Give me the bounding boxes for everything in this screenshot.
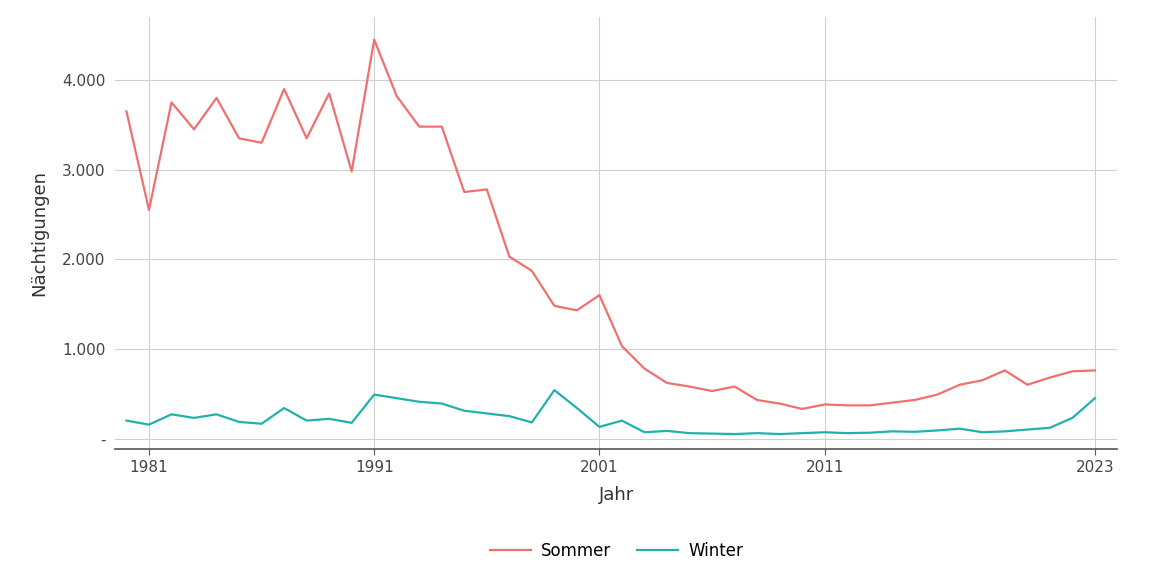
- Winter: [1087, 395, 1101, 401]
- Sommer: [233, 135, 247, 142]
- Sommer: [750, 396, 764, 403]
- Winter: [412, 399, 426, 406]
- Winter: [885, 428, 899, 435]
- Winter: [165, 411, 179, 418]
- Line: Winter: Winter: [127, 390, 1094, 434]
- Sommer: [1087, 367, 1101, 374]
- Winter: [525, 419, 539, 426]
- Winter: [480, 410, 494, 417]
- Winter: [683, 430, 697, 437]
- Winter: [908, 429, 922, 435]
- Sommer: [323, 90, 336, 97]
- Winter: [840, 430, 854, 437]
- Winter: [795, 430, 809, 437]
- Sommer: [570, 307, 584, 314]
- Winter: [300, 417, 313, 424]
- Sommer: [434, 123, 448, 130]
- Sommer: [480, 186, 494, 193]
- Sommer: [773, 400, 787, 407]
- Winter: [187, 415, 200, 422]
- Sommer: [885, 399, 899, 406]
- Winter: [389, 395, 403, 401]
- Winter: [323, 415, 336, 422]
- Winter: [570, 404, 584, 411]
- Sommer: [1021, 381, 1034, 388]
- Sommer: [1066, 368, 1079, 375]
- Line: Sommer: Sommer: [127, 40, 1094, 409]
- Winter: [592, 423, 606, 430]
- Winter: [863, 429, 877, 436]
- Sommer: [187, 126, 200, 133]
- Winter: [233, 419, 247, 426]
- Sommer: [976, 377, 990, 384]
- Winter: [255, 420, 268, 427]
- Sommer: [863, 402, 877, 409]
- Sommer: [818, 401, 832, 408]
- Legend: Sommer, Winter: Sommer, Winter: [483, 535, 750, 567]
- Sommer: [683, 383, 697, 390]
- Sommer: [931, 391, 945, 398]
- Sommer: [525, 267, 539, 274]
- Winter: [773, 431, 787, 438]
- Sommer: [255, 139, 268, 146]
- Winter: [615, 417, 629, 424]
- Sommer: [412, 123, 426, 130]
- Winter: [1066, 415, 1079, 422]
- Sommer: [502, 253, 516, 260]
- Sommer: [908, 396, 922, 403]
- Winter: [1021, 426, 1034, 433]
- Winter: [750, 430, 764, 437]
- Winter: [998, 428, 1011, 435]
- Sommer: [457, 188, 471, 195]
- Winter: [434, 400, 448, 407]
- Winter: [367, 391, 381, 398]
- Winter: [637, 429, 651, 435]
- Winter: [120, 417, 134, 424]
- Sommer: [840, 402, 854, 409]
- Sommer: [120, 108, 134, 115]
- Winter: [1043, 425, 1056, 431]
- Sommer: [389, 93, 403, 100]
- Winter: [931, 427, 945, 434]
- Sommer: [210, 94, 223, 101]
- Sommer: [660, 380, 674, 386]
- Winter: [705, 430, 719, 437]
- Sommer: [705, 388, 719, 395]
- Y-axis label: Nächtigungen: Nächtigungen: [30, 170, 48, 296]
- Winter: [278, 404, 291, 411]
- Sommer: [637, 365, 651, 372]
- Winter: [976, 429, 990, 435]
- Sommer: [592, 291, 606, 298]
- Sommer: [142, 207, 156, 214]
- Sommer: [615, 343, 629, 350]
- Sommer: [165, 99, 179, 106]
- Winter: [728, 431, 742, 438]
- Winter: [210, 411, 223, 418]
- Winter: [660, 427, 674, 434]
- Sommer: [1043, 374, 1056, 381]
- Winter: [818, 429, 832, 435]
- Sommer: [547, 302, 561, 309]
- Sommer: [278, 85, 291, 92]
- Winter: [953, 425, 967, 432]
- Winter: [142, 421, 156, 428]
- Sommer: [367, 36, 381, 43]
- Sommer: [728, 383, 742, 390]
- Sommer: [300, 135, 313, 142]
- Winter: [547, 386, 561, 393]
- Sommer: [953, 381, 967, 388]
- Winter: [502, 412, 516, 419]
- Sommer: [998, 367, 1011, 374]
- Winter: [344, 419, 358, 426]
- X-axis label: Jahr: Jahr: [599, 486, 634, 504]
- Winter: [457, 407, 471, 414]
- Sommer: [344, 168, 358, 175]
- Sommer: [795, 406, 809, 412]
